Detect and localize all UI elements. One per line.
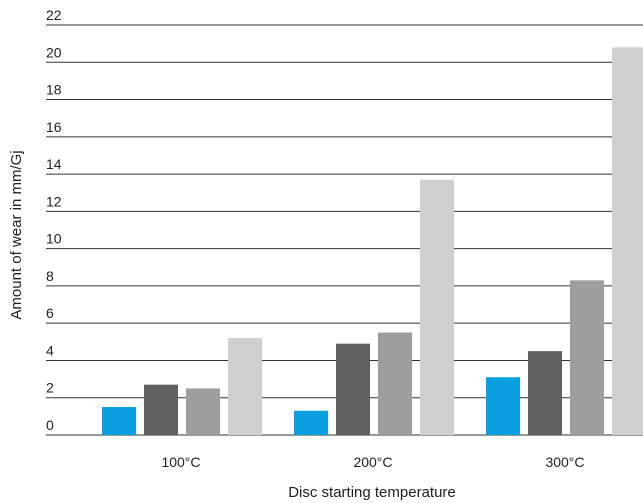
x-tick-label: 100°C bbox=[161, 454, 200, 470]
y-tick-label: 14 bbox=[46, 156, 62, 172]
bar bbox=[336, 343, 370, 435]
bars bbox=[102, 47, 643, 435]
bar bbox=[102, 407, 136, 435]
y-axis-label: Amount of wear in mm/Gj bbox=[8, 150, 25, 319]
bar bbox=[612, 47, 643, 435]
y-tick-label: 8 bbox=[46, 268, 54, 284]
bar bbox=[228, 338, 262, 435]
x-tick-label: 300°C bbox=[545, 454, 584, 470]
x-axis-ticks: 100°C 200°C 300°C bbox=[161, 454, 584, 470]
y-tick-label: 4 bbox=[46, 342, 54, 358]
bar bbox=[486, 377, 520, 435]
bar bbox=[294, 410, 328, 435]
bar bbox=[570, 280, 604, 435]
y-tick-label: 18 bbox=[46, 82, 62, 98]
y-tick-label: 12 bbox=[46, 193, 62, 209]
y-tick-label: 10 bbox=[46, 231, 62, 247]
bar bbox=[186, 388, 220, 435]
x-tick-label: 200°C bbox=[353, 454, 392, 470]
bar bbox=[420, 179, 454, 435]
bar bbox=[144, 384, 178, 435]
y-tick-label: 22 bbox=[46, 7, 62, 23]
x-axis-label: Disc starting temperature bbox=[288, 484, 456, 501]
bar bbox=[528, 351, 562, 435]
y-tick-label: 16 bbox=[46, 119, 62, 135]
y-tick-label: 6 bbox=[46, 305, 54, 321]
y-tick-label: 20 bbox=[46, 44, 62, 60]
y-tick-label: 0 bbox=[46, 417, 54, 433]
y-tick-label: 2 bbox=[46, 380, 54, 396]
bar bbox=[378, 332, 412, 435]
y-axis-ticks: 0 2 4 6 8 10 12 14 16 18 20 22 bbox=[46, 7, 85, 436]
